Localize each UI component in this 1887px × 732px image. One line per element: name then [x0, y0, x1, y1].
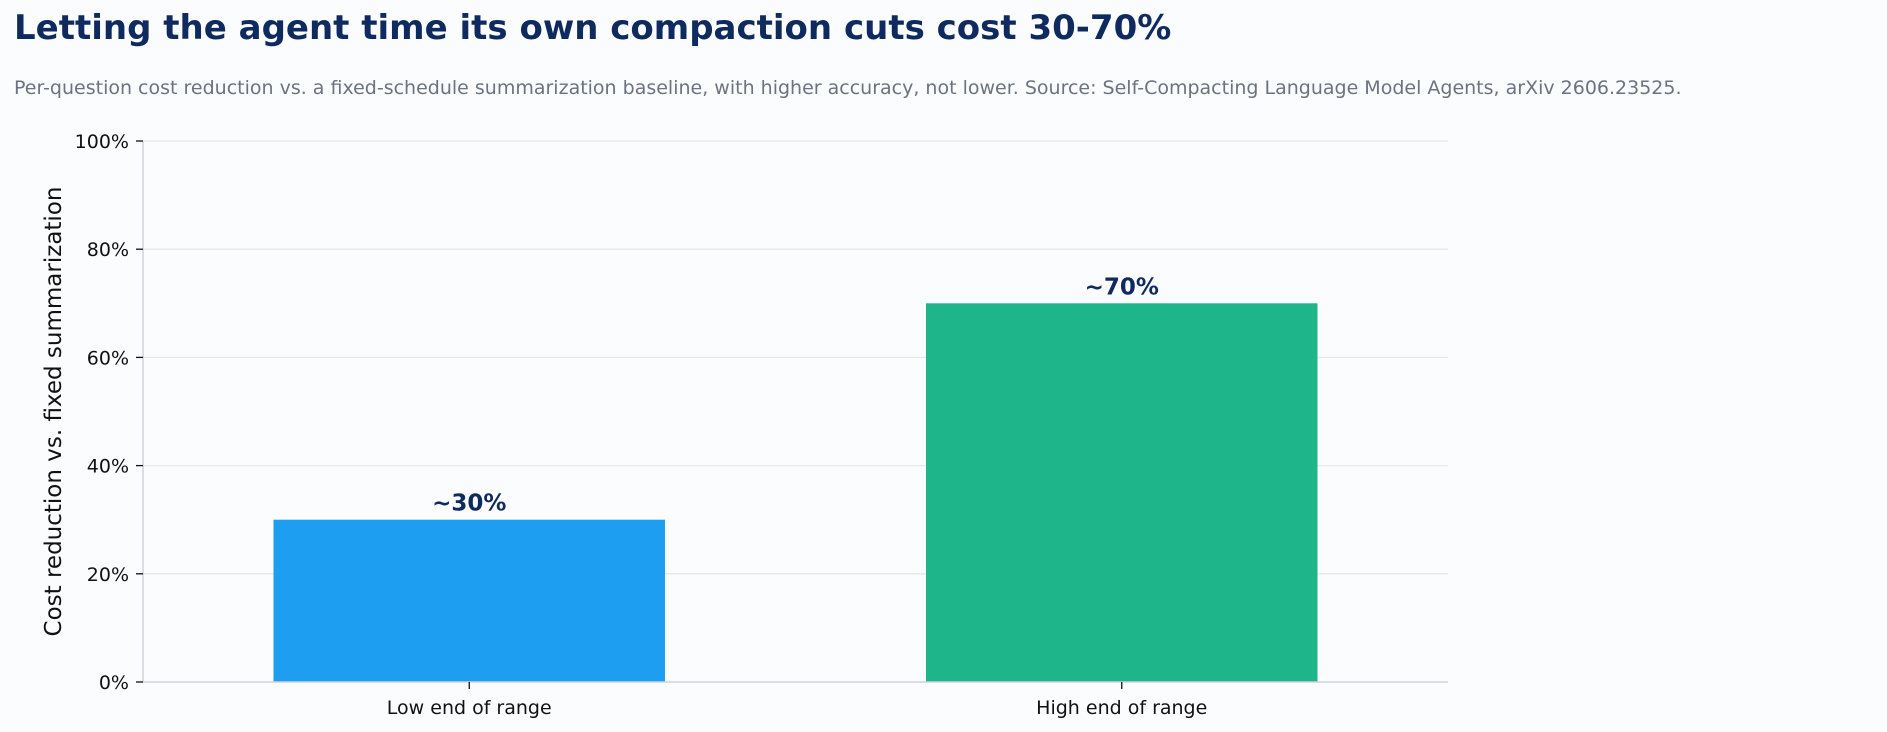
y-tick-label: 100% [75, 131, 129, 153]
bar-high-end [926, 303, 1318, 682]
bar-value-label: ~70% [1085, 274, 1159, 300]
bar-low-end [273, 519, 665, 682]
y-tick-label: 20% [87, 564, 129, 586]
chart-subtitle: Per-question cost reduction vs. a fixed-… [14, 77, 1682, 99]
y-axis-label: Cost reduction vs. fixed summarization [41, 187, 67, 637]
y-ticks: 0% 20% 40% 60% 80% 100% [75, 131, 143, 694]
x-ticks: Low end of range High end of range [387, 682, 1207, 719]
y-tick-label: 60% [87, 347, 129, 369]
x-tick-label: High end of range [1036, 697, 1207, 719]
y-tick-label: 0% [99, 672, 129, 694]
chart-title: Letting the agent time its own compactio… [14, 8, 1172, 48]
x-tick-label: Low end of range [387, 697, 552, 719]
axes [142, 141, 1448, 683]
bar-value-label: ~30% [432, 491, 506, 517]
data-labels: ~30% ~70% [432, 274, 1159, 516]
y-tick-label: 40% [87, 456, 129, 478]
y-tick-label: 80% [87, 239, 129, 261]
bars [273, 303, 1318, 682]
